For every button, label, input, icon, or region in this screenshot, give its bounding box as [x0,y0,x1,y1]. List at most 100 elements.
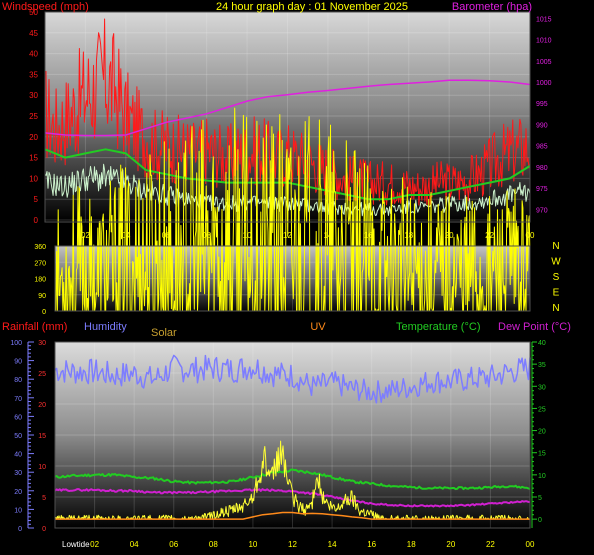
rain-tick-label: 10 [38,464,46,471]
wind-direction-line [54,107,531,312]
wind-x-tick-label: 00 [526,231,535,240]
weather-x-tick-label: 10 [248,540,257,549]
wind-x-tick-label: 08 [202,231,211,240]
temperature-tick-label: 15 [538,451,546,458]
barometer-right-tick-label: 1005 [536,59,552,66]
temperature-axis-label: Temperature (°C) [396,321,480,333]
temperature-tick-label: 0 [538,517,542,524]
solar-line [54,440,530,520]
rain-tick-label: 25 [38,371,46,378]
weather-x-tick-label: 16 [367,540,376,549]
humidity-tick-label: 40 [14,452,22,459]
wind-left-tick-label: 30 [29,91,38,100]
solar-label: Solar [151,327,177,339]
weather-x-tick-label: 22 [486,540,495,549]
panel-frame [54,245,531,312]
barometer-right-tick-label: 980 [536,165,548,172]
temperature-tick-label: 30 [538,384,546,391]
wind-left-tick-label: 25 [29,112,38,121]
compass-label: N [552,241,559,252]
rain-tick-label: 15 [38,433,46,440]
compass-label: W [551,257,561,268]
temperature-tick-label: 10 [538,473,546,480]
wind-left-tick-label: 0 [34,216,39,225]
wind-x-tick-label: 18 [404,231,413,240]
humidity-label: Humidity [84,321,127,333]
wind-left-tick-label: 15 [29,154,38,163]
wind-x-tick-label: 20 [445,231,454,240]
wind-left-tick-label: 20 [29,133,38,142]
temperature-tick-label: 5 [538,495,542,502]
wind-left-tick-label: 45 [29,29,38,38]
barometer-right-tick-label: 1000 [536,80,552,87]
temperature-tick-label: 25 [538,406,546,413]
direction-tick-label: 270 [34,260,46,267]
compass-label: E [553,288,560,299]
panel-frame [44,11,531,223]
weather-x-tick-label: 08 [209,540,218,549]
wind-x-tick-label: 16 [364,231,373,240]
weather-x-tick-label: 14 [328,540,337,549]
humidity-line [54,354,531,404]
wind-x-tick-label: 06 [162,231,171,240]
humidity-tick-label: 20 [14,489,22,496]
humidity-tick-label: 80 [14,377,22,384]
compass-label: N [552,303,559,314]
weather-x-tick-label: 04 [130,540,139,549]
humidity-tick-label: 70 [14,396,22,403]
wind-left-tick-label: 5 [34,195,39,204]
weather-x-tick-label: 12 [288,540,297,549]
humidity-tick-label: 0 [18,526,22,533]
barometer-right-tick-label: 995 [536,101,548,108]
temperature-tick-label: 40 [538,340,546,347]
wind-x-tick-label: 12 [283,231,292,240]
temperature-tick-label: 35 [538,362,546,369]
dewpoint-axis-label: Dew Point (°C) [498,321,571,333]
weather-x-tick-label: 20 [446,540,455,549]
wind-x-tick-label: 14 [323,231,332,240]
barometer-right-tick-label: 1010 [536,38,552,45]
wind-x-tick-label: 10 [243,231,252,240]
weather-x-tick-label: 18 [407,540,416,549]
chart-title: 24 hour graph day : 01 November 2025 [216,1,408,13]
wind-left-tick-label: 40 [29,50,38,59]
humidity-tick-label: 100 [10,340,22,347]
barometer-right-tick-label: 975 [536,186,548,193]
humidity-tick-label: 60 [14,414,22,421]
wind-x-tick-label: 02 [81,231,90,240]
wind-left-tick-label: 50 [29,8,38,17]
direction-tick-label: 180 [34,277,46,284]
lowtide-label: Lowtide [62,540,90,549]
uv-label: UV [310,321,326,333]
temperature-line [54,468,531,491]
weather-x-tick-label: 06 [169,540,178,549]
weather-x-tick-label: 02 [90,540,99,549]
barometer-right-tick-label: 990 [536,122,548,129]
rain-tick-label: 30 [38,340,46,347]
windspeed-axis-label: Windspeed (mph) [2,1,89,13]
rainfall-axis-label: Rainfall (mm) [2,321,67,333]
compass-label: S [553,272,560,283]
uv-line [55,511,530,520]
humidity-tick-label: 90 [14,359,22,366]
barometer-right-tick-label: 985 [536,144,548,151]
temperature-tick-label: 20 [538,429,546,436]
wind-x-tick-label: 22 [485,231,494,240]
wind-x-tick-label: 04 [121,231,130,240]
wind-left-tick-label: 35 [29,70,38,79]
panel-frame [54,341,531,529]
direction-tick-label: 0 [42,309,46,316]
humidity-tick-label: 50 [14,433,22,440]
rain-tick-label: 5 [42,495,46,502]
humidity-tick-label: 10 [14,507,22,514]
weather-x-tick-label: 00 [526,540,535,549]
rain-tick-label: 0 [42,526,46,533]
rain-tick-label: 20 [38,402,46,409]
barometer-line [44,79,531,137]
barometer-axis-label: Barometer (hpa) [452,1,532,13]
humidity-tick-label: 30 [14,470,22,477]
barometer-right-tick-label: 1015 [536,16,552,23]
direction-tick-label: 90 [38,293,46,300]
